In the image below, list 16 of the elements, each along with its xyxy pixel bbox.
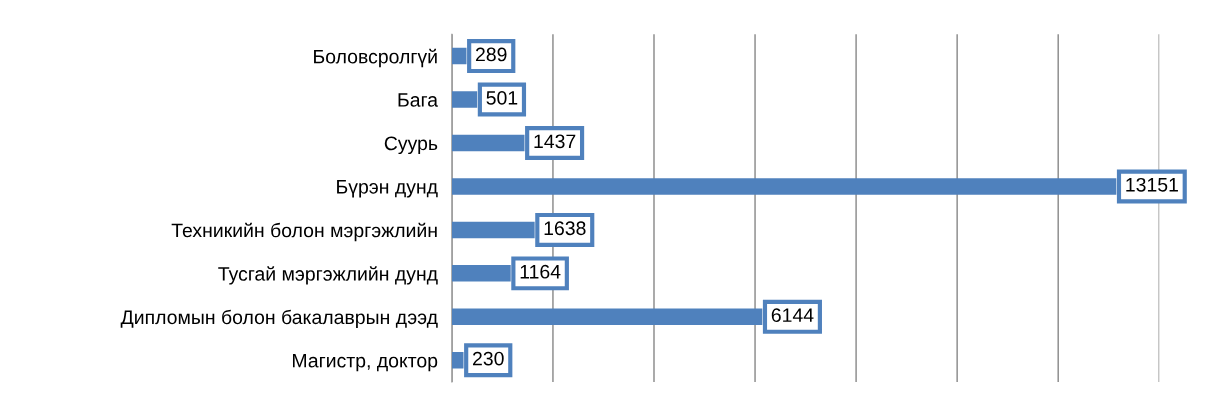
data-label: 230 xyxy=(472,351,504,366)
y-tick-label: Бага xyxy=(398,93,439,107)
y-tick-label: Дипломын болон бакалаврын дээд xyxy=(120,309,438,328)
data-label: 1164 xyxy=(520,264,561,279)
data-label: 501 xyxy=(486,90,518,105)
data-label: 1437 xyxy=(534,134,576,149)
y-tick-label: Боловсролгүй xyxy=(314,48,437,68)
y-tick-label: Тусгай мэргэжлийн дунд xyxy=(218,266,438,285)
y-tick-label: Техникийн болон мэргэжлийн xyxy=(171,222,437,242)
data-label: 13151 xyxy=(1126,177,1178,192)
data-label: 1638 xyxy=(544,221,586,236)
data-label: 6144 xyxy=(771,308,814,323)
y-tick-label: Суурь xyxy=(384,136,438,155)
y-tick-label: Магистр, доктор xyxy=(292,353,438,372)
data-label: 289 xyxy=(475,47,507,62)
y-tick-label: Бүрэн дунд xyxy=(337,180,438,198)
